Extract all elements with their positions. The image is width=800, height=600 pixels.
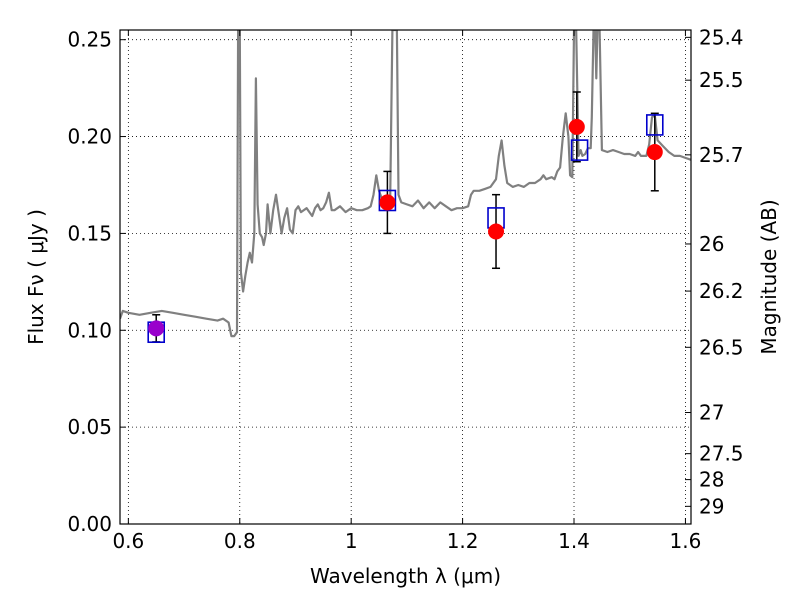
y2-tick-label: 25.7 xyxy=(699,143,744,167)
x-tick-label: 1.4 xyxy=(558,529,590,553)
y2-tick-label: 26.2 xyxy=(699,279,744,303)
data-square-marker xyxy=(570,139,589,161)
data-circle-marker xyxy=(568,118,585,135)
y-tick-label: 0.00 xyxy=(67,512,112,536)
x-tick-label: 0.8 xyxy=(224,529,256,553)
x-axis-ticks: 0.6 0.8 1 1.2 1.4 1.6 xyxy=(112,30,701,553)
y2-axis-label: Magnitude (AB) xyxy=(757,199,781,354)
y-tick-label: 0.20 xyxy=(67,125,112,149)
y-axis-label: Flux Fν ( μJy ) xyxy=(24,209,48,345)
x-tick-label: 0.6 xyxy=(112,529,144,553)
y2-tick-label: 25.4 xyxy=(699,25,744,49)
y-axis-ticks: 0.00 0.05 0.10 0.15 0.20 0.25 xyxy=(67,28,126,536)
data-square-marker xyxy=(645,114,664,136)
y-tick-label: 0.15 xyxy=(67,221,112,245)
y2-tick-label: 27.5 xyxy=(699,442,744,466)
x-tick-label: 1.6 xyxy=(670,529,702,553)
y-tick-label: 0.05 xyxy=(67,415,112,439)
y2-tick-label: 29 xyxy=(699,494,724,518)
x-tick-label: 1.2 xyxy=(447,529,479,553)
x-axis-label: Wavelength λ (μm) xyxy=(310,564,501,588)
y2-tick-label: 26 xyxy=(699,232,724,256)
y2-tick-label: 27 xyxy=(699,401,724,425)
model-spectrum xyxy=(120,30,691,338)
data-markers xyxy=(147,114,664,344)
data-circle-marker xyxy=(488,223,505,240)
data-circle-marker xyxy=(148,320,165,337)
data-circle-marker xyxy=(379,194,396,211)
y-tick-label: 0.25 xyxy=(67,28,112,52)
x-tick-label: 1 xyxy=(345,529,358,553)
y2-tick-label: 26.5 xyxy=(699,335,744,359)
spectrum-line xyxy=(120,30,691,338)
y2-tick-label: 28 xyxy=(699,468,724,492)
y2-tick-label: 25.5 xyxy=(699,68,744,92)
y-tick-label: 0.10 xyxy=(67,318,112,342)
plot-frame xyxy=(119,29,692,525)
data-circle-marker xyxy=(646,144,663,161)
data-square-marker xyxy=(378,189,397,212)
